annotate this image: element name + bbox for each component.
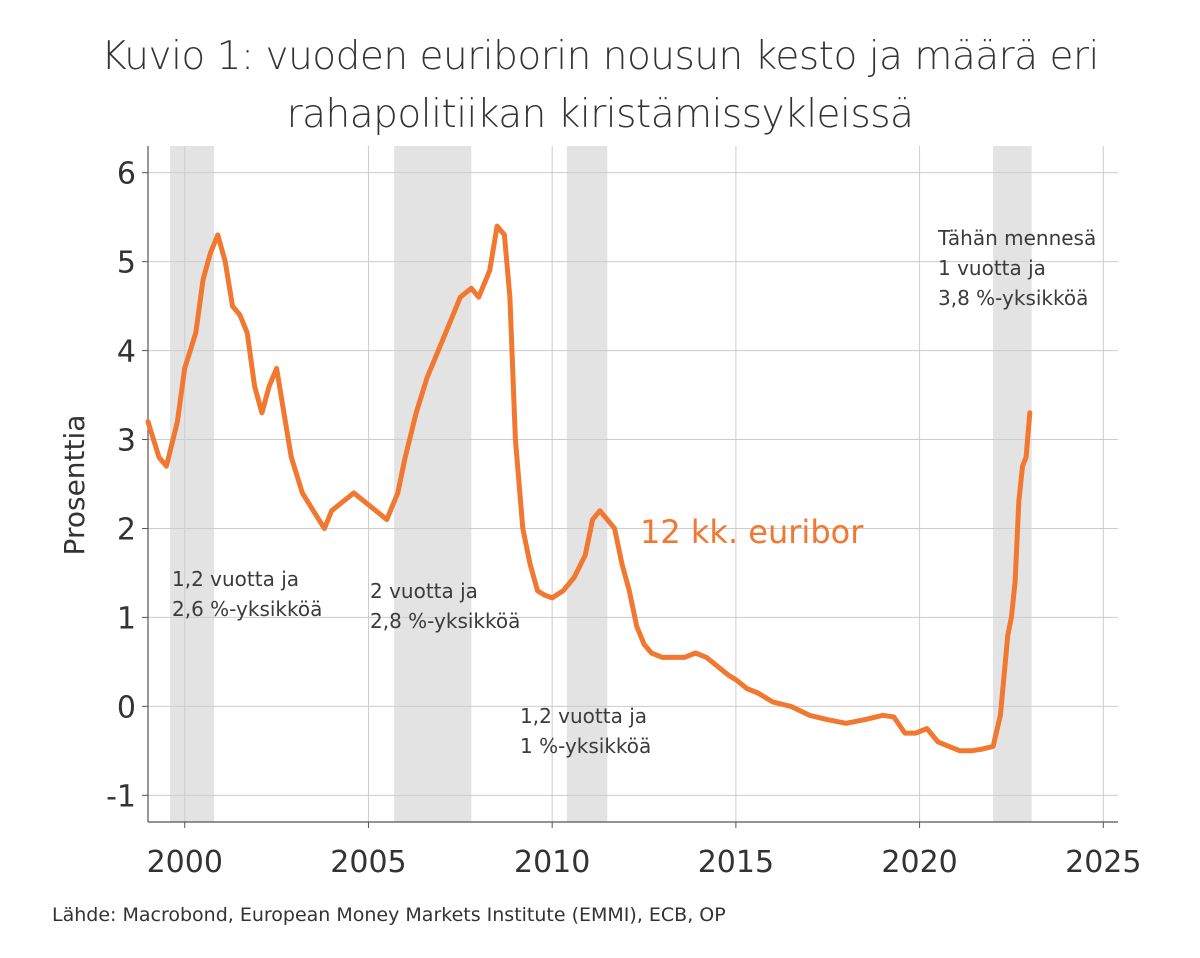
cycle-annotation-1: 2,6 %-yksikköä (172, 597, 322, 621)
y-axis-label: Prosenttia (58, 415, 91, 556)
cycle-band-3 (566, 146, 608, 822)
y-tick-label: 6 (117, 157, 136, 192)
cycle-annotation-3: 1 %-yksikköä (520, 734, 651, 758)
cycle-band-2 (394, 146, 472, 822)
cycle-annotation-1: 1,2 vuotta ja (172, 567, 299, 591)
chart-plot: -1 0 1 2 3 4 5 6 2000 2005 2010 2015 2020 2025 1,2 vu… (58, 146, 1141, 880)
chart-title-line-1: Kuvio 1: vuoden euriborin nousun kesto j… (101, 34, 1099, 79)
cycle-annotation-2: 2 vuotta ja (370, 579, 478, 603)
series-label-euribor: 12 kk. euribor (640, 513, 864, 551)
cycle-shading-layer (170, 146, 1032, 822)
y-tick-label: 1 (117, 601, 136, 636)
chart-title-line-2: rahapolitiikan kiristämissykleissä (286, 92, 914, 137)
axes: -1 0 1 2 3 4 5 6 2000 2005 2010 2015 2020 2025 (106, 146, 1141, 880)
cycle-annotation-2: 2,8 %-yksikköä (370, 609, 520, 633)
x-tick-label: 2015 (698, 845, 774, 880)
y-tick-label: -1 (106, 779, 136, 814)
cycle-annotation-3: 1,2 vuotta ja (520, 704, 647, 728)
series-line-1 (145, 223, 1033, 754)
x-tick-label: 2025 (1065, 845, 1141, 880)
x-tick-label: 2000 (147, 845, 223, 880)
x-tick-label: 2010 (514, 845, 590, 880)
cycle-annotation-4: Tähän mennesä (937, 226, 1096, 250)
cycle-annotation-4: 1 vuotta ja (938, 256, 1046, 280)
x-tick-label: 2020 (881, 845, 957, 880)
y-tick-label: 5 (117, 246, 136, 281)
x-tick-label: 2005 (330, 845, 406, 880)
annotations: 1,2 vuotta ja 2,6 %-yksikköä 2 vuotta ja 2,… (172, 226, 1096, 758)
y-tick-label: 3 (117, 424, 136, 459)
y-tick-label: 2 (117, 512, 136, 547)
series-layer (145, 223, 1033, 754)
y-tick-label: 0 (117, 690, 136, 725)
y-tick-label: 4 (117, 335, 136, 370)
source-note: Lähde: Macrobond, European Money Markets… (52, 904, 726, 926)
cycle-annotation-4: 3,8 %-yksikköä (938, 286, 1088, 310)
gridlines (148, 146, 1118, 822)
cycle-band-1 (170, 146, 215, 822)
